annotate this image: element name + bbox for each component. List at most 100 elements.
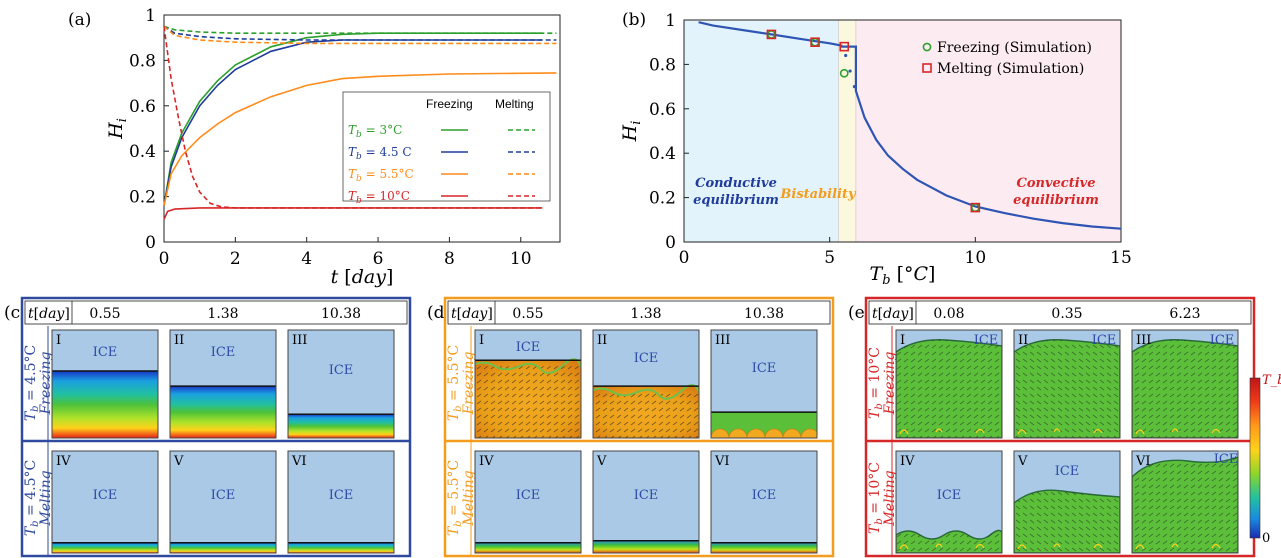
- warm-plume: [1135, 543, 1221, 550]
- cell-roman-label: I: [479, 333, 484, 348]
- warm-plume: [899, 543, 985, 550]
- unstable-branch-dot: [844, 53, 848, 58]
- velocity-arrows: [593, 392, 699, 438]
- time-value: 0.35: [1051, 306, 1082, 322]
- ice-label: ICE: [329, 488, 354, 503]
- ice-label: ICE: [93, 345, 118, 360]
- legend-freezing-label: Freezing (Simulation): [937, 40, 1092, 56]
- row-label-1: Tb = 5.5°C Freezing: [446, 345, 477, 421]
- colorbar-bottom-label: 0: [1262, 531, 1270, 546]
- row-label-mode: Melting: [38, 470, 54, 526]
- snapshot-cell: I ICE: [895, 329, 1003, 439]
- row-label-mode: Melting: [882, 470, 898, 526]
- cell-border: [592, 329, 700, 439]
- snapshot-cell: II ICE: [1013, 329, 1121, 439]
- melting-point: [970, 202, 981, 213]
- warm-plume: [899, 428, 985, 435]
- snapshot-cell: III ICE: [1131, 329, 1239, 439]
- x-tick-label-a: 0: [159, 249, 170, 269]
- water-region: [593, 540, 699, 553]
- snapshot-cell: VI ICE: [1131, 450, 1239, 554]
- water-region: [288, 414, 394, 438]
- row-label-2: Tb = 4.5°C Melting: [23, 460, 54, 536]
- time-value: 10.38: [321, 306, 361, 322]
- series-line-melting: [163, 26, 543, 209]
- time-value: 0.55: [512, 306, 543, 322]
- time-value: 6.23: [1169, 306, 1200, 322]
- snapshot-cell: I ICE: [51, 329, 159, 439]
- cell-border: [1131, 450, 1239, 554]
- ice-label: ICE: [752, 488, 777, 503]
- colorbar-gradient: [1249, 377, 1261, 539]
- region-label: equilibrium: [1013, 193, 1099, 208]
- row-label-mode: Freezing: [461, 352, 477, 416]
- legend-entry-label: Tb = 10°C: [348, 189, 410, 206]
- chart-a: 0 2 4 6 8 10 0 0.2 0.4 0.6 0.8 1 t [day] Hi Freezing Me…: [105, 6, 561, 288]
- row-label-mode: Freezing: [882, 352, 898, 416]
- ice-region: [52, 451, 158, 553]
- panel-label-b: (b): [622, 10, 646, 30]
- cell-border: [169, 450, 277, 554]
- x-tick-label-b: 15: [1110, 248, 1132, 268]
- convection-cell: [800, 428, 817, 438]
- warm-plume: [1017, 428, 1103, 435]
- legend-entry-label: Tb = 4.5 C: [348, 145, 412, 162]
- y-tick-label-b: 1: [665, 11, 676, 31]
- x-tick-label-b: 10: [965, 248, 987, 268]
- ice-label: ICE: [211, 345, 236, 360]
- time-value: 0.08: [933, 306, 964, 322]
- cell-border: [474, 450, 582, 554]
- cell-border: [895, 329, 1003, 439]
- snapshot-cell: II ICE: [592, 329, 700, 439]
- unstable-branch-dot: [852, 85, 857, 89]
- ice-label: ICE: [1210, 333, 1235, 348]
- cell-roman-label: V: [173, 454, 184, 469]
- legend-melting-label: Melting (Simulation): [937, 61, 1084, 77]
- ice-region: [711, 451, 817, 553]
- snapshot-cell: I ICE: [474, 329, 582, 439]
- cell-roman-label: I: [56, 333, 61, 348]
- region-label: Conductive: [695, 176, 777, 191]
- snapshot-cell: IV ICE: [895, 450, 1003, 554]
- x-axis-label-a: t [day]: [331, 266, 394, 288]
- row-label-tb: Tb = 10°C: [867, 462, 885, 534]
- cell-roman-label: III: [715, 333, 730, 348]
- legend-entry-label: Tb = 5.5°C: [348, 167, 414, 184]
- water-region: [52, 371, 158, 438]
- legend-freezing-marker: [922, 42, 932, 52]
- velocity-arrows: [1014, 490, 1120, 553]
- legend-entry-label: Tb = 3°C: [348, 123, 402, 140]
- cell-roman-label: IV: [56, 454, 71, 469]
- cell-border: [710, 329, 818, 439]
- water-region: [475, 542, 581, 553]
- snapshot-cell: III ICE: [710, 329, 818, 439]
- snapshot-cell: IV ICE: [51, 450, 159, 554]
- y-tick-label-b: 0.8: [649, 55, 676, 75]
- snapshot-cell: V ICE: [1013, 450, 1121, 554]
- cell-roman-label: I: [900, 333, 905, 348]
- colorbar-top-label: T_b: [1262, 373, 1281, 388]
- time-header: [868, 300, 1252, 325]
- panel-label-a: (a): [68, 10, 91, 30]
- ice-region: [475, 451, 581, 553]
- region-label: Bistability: [779, 187, 857, 202]
- colorbar: T_b 0: [1249, 373, 1281, 546]
- ice-region: [288, 451, 394, 553]
- ice-region: [170, 451, 276, 553]
- cell-roman-label: V: [596, 454, 607, 469]
- cell-border: [51, 450, 159, 554]
- cell-border: [1013, 450, 1121, 554]
- melting-point: [810, 37, 820, 48]
- legend-col-melting: Melting: [495, 97, 534, 111]
- cell-border: [51, 329, 159, 439]
- x-axis-label-b: Tb [°C]: [870, 263, 936, 288]
- time-label: t[day]: [28, 306, 70, 322]
- warm-plume: [1017, 543, 1103, 550]
- y-axis-label-b: Hi: [619, 121, 644, 143]
- plot-frame-b: [683, 19, 1122, 243]
- region-shade: [684, 20, 839, 242]
- cell-roman-label: II: [597, 333, 607, 348]
- row-label-tb: Tb = 4.5°C: [23, 345, 41, 421]
